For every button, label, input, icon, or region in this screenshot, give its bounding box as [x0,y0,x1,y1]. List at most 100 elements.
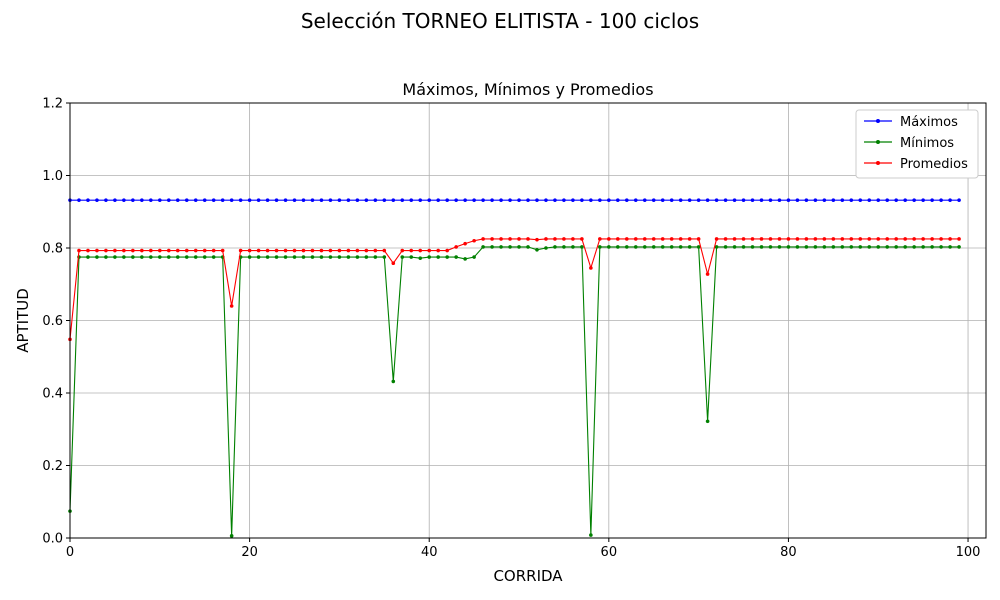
data-point-minimos [382,255,387,259]
data-point-minimos [732,245,737,249]
y-tick-label: 0.2 [42,459,63,474]
data-point-promedios [454,245,458,249]
data-point-minimos [310,255,315,259]
legend-box [855,109,979,179]
series-line-minimos [69,246,960,536]
data-point-maximos [113,198,117,202]
data-point-minimos [202,255,207,259]
data-point-maximos [921,198,925,202]
data-point-maximos [472,198,476,202]
data-point-minimos [283,255,288,259]
data-point-minimos [454,255,458,259]
data-point-promedios [948,237,952,241]
data-point-minimos [328,255,333,259]
data-point-promedios [158,248,162,253]
data-point-maximos [903,198,907,202]
x-tick-label: 20 [241,545,258,560]
data-point-minimos [166,255,171,259]
data-point-promedios [86,248,90,253]
data-point-minimos [948,245,952,249]
data-point-maximos [624,198,629,202]
data-point-minimos [777,245,782,249]
series-layer [68,198,961,538]
data-point-minimos [660,245,665,249]
x-tick-label: 100 [956,545,981,560]
data-point-promedios [481,237,485,241]
data-point-minimos [535,248,539,252]
data-point-maximos [759,198,764,202]
data-point-minimos [607,245,611,249]
data-point-minimos [418,256,423,260]
data-point-minimos [867,245,872,249]
data-point-promedios [490,237,494,241]
data-point-promedios [346,248,351,253]
chart-title: Máximos, Mínimos y Promedios [402,80,653,99]
data-point-maximos [427,198,432,202]
data-point-maximos [122,198,126,202]
y-tick-label: 0.6 [42,314,63,329]
data-point-promedios [813,237,818,241]
data-point-promedios [849,237,854,241]
data-point-minimos [247,255,252,259]
data-point-maximos [211,198,216,202]
data-point-minimos [86,255,90,259]
data-point-minimos [113,255,117,259]
data-point-promedios [624,237,629,241]
data-point-minimos [741,245,746,249]
data-point-promedios [274,248,279,253]
data-point-promedios [741,237,746,241]
data-point-maximos [454,198,458,202]
legend-label-minimos: Mínimos [900,136,954,151]
data-point-maximos [436,198,441,202]
data-point-maximos [310,198,315,202]
data-point-maximos [256,198,261,202]
data-point-promedios [122,248,126,253]
data-point-promedios [885,237,890,241]
data-point-minimos [921,245,925,249]
data-point-maximos [535,198,539,202]
series-minimos [68,245,961,538]
legend-marker-minimos [876,140,880,144]
data-point-promedios [364,248,369,253]
data-point-minimos [849,245,854,249]
data-point-minimos [795,245,800,249]
data-point-maximos [265,198,270,202]
data-point-promedios [651,237,656,241]
data-point-promedios [777,237,782,241]
data-point-promedios [373,248,378,253]
data-point-promedios [580,237,584,241]
data-point-promedios [553,237,557,241]
data-point-minimos [229,534,234,538]
data-point-promedios [436,248,441,253]
x-tick-label: 0 [66,545,74,560]
data-point-maximos [382,198,387,202]
data-point-maximos [292,198,297,202]
data-point-minimos [490,245,494,249]
data-point-minimos [292,255,297,259]
data-point-minimos [158,255,162,259]
data-point-promedios [140,248,144,253]
data-point-promedios [184,248,189,253]
data-point-promedios [445,248,449,253]
data-point-minimos [642,245,647,249]
data-point-maximos [140,198,144,202]
data-point-promedios [149,248,153,253]
data-point-promedios [705,272,710,276]
data-point-promedios [175,248,180,253]
legend: Máximos Mínimos Promedios [855,109,979,179]
data-point-minimos [499,245,503,249]
data-point-minimos [373,255,378,259]
data-point-minimos [517,245,521,249]
data-point-maximos [481,198,485,202]
data-point-promedios [759,237,764,241]
data-point-minimos [912,245,916,249]
data-point-promedios [867,237,872,241]
data-point-maximos [104,198,108,202]
data-point-minimos [580,245,584,249]
data-point-minimos [624,245,629,249]
data-point-maximos [750,198,755,202]
data-point-minimos [355,255,360,259]
data-point-maximos [822,198,827,202]
data-point-promedios [687,237,692,241]
data-point-minimos [885,245,890,249]
